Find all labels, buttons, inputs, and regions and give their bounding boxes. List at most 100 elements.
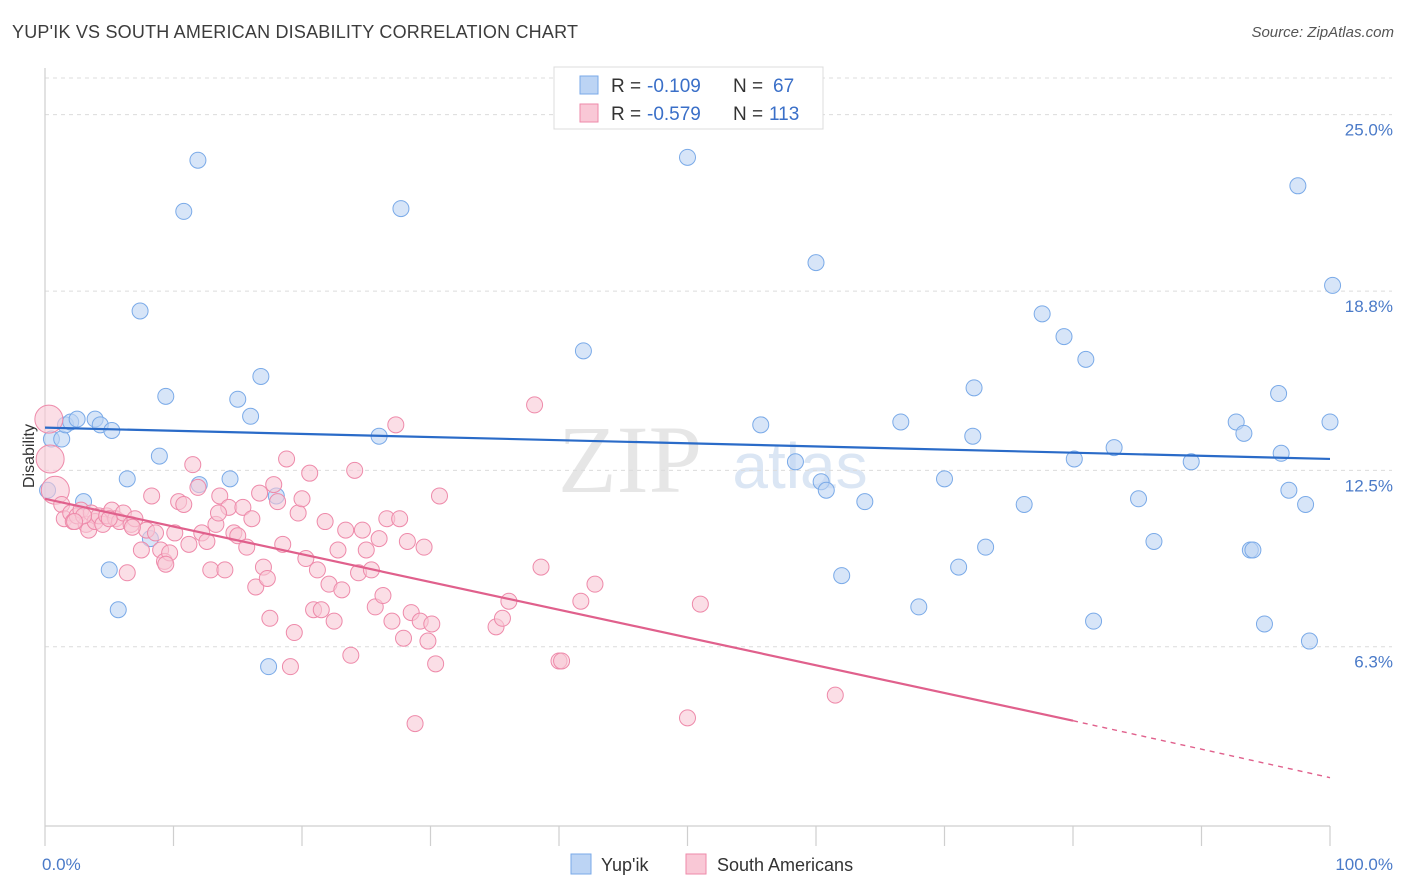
south-americans-point [391, 510, 409, 528]
south-americans-point [269, 493, 287, 511]
yupik-point [964, 427, 982, 445]
south-americans-point [493, 609, 511, 627]
chart-title: YUP'IK VS SOUTH AMERICAN DISABILITY CORR… [12, 22, 579, 42]
legend-r-yupik: -0.109 [647, 76, 701, 97]
yupik-point [679, 148, 696, 166]
legend-r-label: R = [611, 76, 641, 97]
south-americans-point [202, 561, 220, 579]
series-south-americans-points [34, 396, 844, 733]
south-americans-point [346, 461, 364, 479]
south-americans-point [395, 629, 413, 647]
south-americans-point [261, 609, 279, 627]
south-americans-point [66, 513, 84, 531]
yupik-point [260, 658, 278, 676]
yupik-point [1130, 490, 1148, 508]
yupik-point [1280, 481, 1298, 499]
trend-lines [44, 426, 1331, 779]
south-americans-point [247, 578, 265, 596]
watermark-zip: ZIP [558, 406, 702, 513]
yupik-point [1235, 424, 1253, 442]
south-americans-point [423, 615, 441, 633]
legend-n-yupik: 67 [773, 76, 794, 97]
yupik-point [109, 601, 127, 619]
south-americans-point [285, 624, 303, 642]
y-tick-label: 18.8% [1345, 297, 1393, 316]
south-americans-point [147, 524, 165, 542]
south-americans-point [430, 487, 448, 505]
south-americans-point [826, 686, 844, 704]
yupik-point [807, 254, 825, 272]
yupik-point [977, 538, 995, 556]
south-americans-point [572, 592, 590, 610]
south-americans-point [325, 612, 343, 630]
y-tick-label: 25.0% [1345, 121, 1393, 140]
grid-lines [45, 77, 1392, 648]
south-americans-point [333, 581, 351, 599]
south-americans-point [312, 601, 330, 619]
yupik-point [574, 342, 592, 360]
south-americans-point [175, 495, 193, 513]
south-americans-point [278, 450, 296, 468]
south-americans-point [553, 652, 571, 670]
yupik-point [242, 407, 260, 425]
yupik-point [910, 598, 928, 616]
legend-n-label: N = [733, 104, 763, 125]
series-yupik-points [39, 148, 1342, 676]
south-americans-point [419, 632, 437, 650]
yupik-point [1324, 276, 1342, 294]
yupik-point [252, 367, 270, 385]
south-americans-point [679, 709, 696, 727]
south-americans-point [526, 396, 544, 414]
south-americans-point [415, 538, 433, 556]
y-tick-label: 12.5% [1345, 476, 1393, 495]
x-tick-label: 100.0% [1335, 855, 1393, 874]
south-americans-point [35, 444, 65, 474]
south-americans-point [691, 595, 709, 613]
south-americans-point [265, 476, 283, 494]
trend-line-south-americans [44, 497, 1074, 722]
x-tick-label: 0.0% [42, 855, 81, 874]
south-americans-point [118, 564, 136, 582]
y-tick-label: 6.3% [1354, 653, 1393, 672]
south-americans-point [123, 518, 141, 536]
stats-legend: R = -0.109 N = 67 R = -0.579 N = 113 [553, 66, 824, 130]
yupik-point [1244, 541, 1262, 559]
south-americans-point [586, 575, 604, 593]
yupik-point [1015, 495, 1033, 513]
axes: 6.3% 12.5% 18.8% 25.0% 0.0% 100.0% Disability [21, 68, 1393, 874]
yupik-point [950, 558, 968, 576]
yupik-point [1033, 305, 1051, 323]
south-americans-point [157, 555, 175, 573]
yupik-point [1105, 439, 1123, 457]
south-americans-point [342, 646, 360, 664]
yupik-point [752, 416, 770, 434]
yupik-point [1077, 350, 1095, 368]
south-americans-point [357, 541, 375, 559]
yupik-point [936, 470, 953, 488]
south-americans-point [216, 561, 234, 579]
south-americans-point [293, 490, 311, 508]
yupik-point [1289, 177, 1307, 195]
south-americans-point [184, 456, 202, 474]
source-label: Source: ZipAtlas.com [1251, 24, 1394, 41]
yupik-point [892, 413, 910, 431]
south-americans-point [281, 658, 299, 676]
yupik-point [833, 567, 851, 585]
south-americans-point [132, 541, 150, 559]
south-americans-point [398, 532, 416, 550]
south-americans-point [329, 541, 347, 559]
south-americans-point [374, 587, 392, 605]
south-americans-point [251, 484, 269, 502]
trend-line-yupik [44, 426, 1331, 461]
south-americans-point [234, 498, 252, 516]
yupik-point [392, 200, 410, 218]
yupik-point [221, 470, 239, 488]
yupik-point [817, 481, 835, 499]
yupik-point [157, 387, 175, 405]
south-americans-point [532, 558, 550, 576]
south-americans-point [406, 715, 424, 733]
south-americans-point [209, 504, 227, 522]
south-americans-point [166, 524, 184, 542]
yupik-point [1270, 385, 1288, 403]
